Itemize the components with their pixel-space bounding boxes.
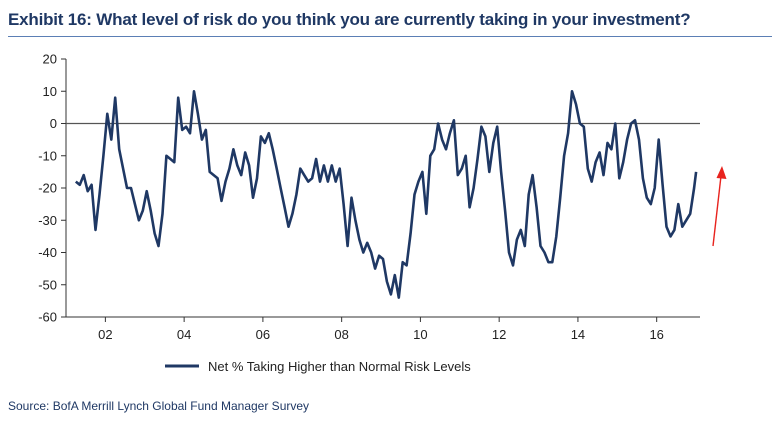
title-divider: [8, 36, 772, 37]
x-tick-label: 06: [256, 327, 270, 342]
y-tick-label: -20: [38, 181, 57, 196]
y-tick-label: -40: [38, 245, 57, 260]
red-up-arrow-icon: [712, 166, 727, 247]
x-axis-tick-labels: 02 04 06 08 10 12 14 16: [98, 327, 664, 342]
x-tick-label: 14: [571, 327, 585, 342]
x-tick-label: 16: [649, 327, 663, 342]
series-line-net-risk: [74, 90, 698, 299]
y-tick-label: 0: [50, 116, 57, 131]
chart-axes: [61, 58, 700, 322]
y-tick-label: -60: [38, 310, 57, 325]
source-note: Source: BofA Merrill Lynch Global Fund M…: [8, 399, 310, 413]
x-tick-label: 08: [334, 327, 348, 342]
exhibit-title: Exhibit 16: What level of risk do you th…: [8, 10, 691, 29]
y-tick-label: 20: [43, 52, 57, 67]
x-tick-label: 02: [98, 327, 112, 342]
x-tick-label: 04: [177, 327, 191, 342]
legend-label: Net % Taking Higher than Normal Risk Lev…: [208, 359, 471, 374]
y-axis-tick-labels: 20 10 0 -10 -20 -30 -40 -50 -60: [38, 52, 57, 325]
y-tick-label: 10: [43, 84, 57, 99]
y-tick-label: -10: [38, 148, 57, 163]
chart-legend: Net % Taking Higher than Normal Risk Lev…: [165, 359, 471, 374]
y-tick-label: -30: [38, 213, 57, 228]
arrow-shaft: [712, 175, 722, 247]
arrow-head: [716, 166, 727, 179]
x-tick-label: 12: [492, 327, 506, 342]
x-tick-label: 10: [413, 327, 427, 342]
y-tick-label: -50: [38, 277, 57, 292]
